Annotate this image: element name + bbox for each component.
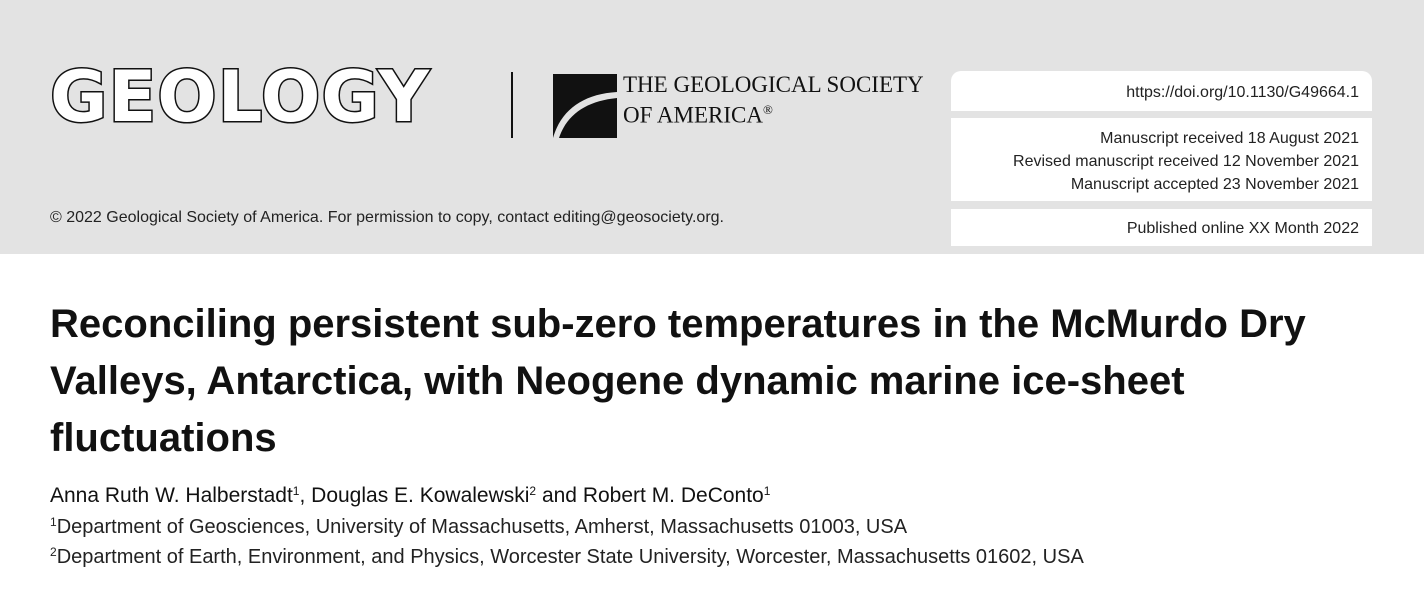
- published-date: Published online XX Month 2022: [1126, 220, 1359, 237]
- author-name: Douglas E. Kowalewski: [311, 484, 530, 507]
- author-affiliation-marker: 2: [529, 484, 537, 498]
- article-title: Reconciling persistent sub-zero temperat…: [50, 302, 1306, 460]
- affiliation: 2Department of Earth, Environment, and P…: [50, 546, 1084, 569]
- affiliation: 1Department of Geosciences, University o…: [50, 516, 907, 539]
- publisher-name-line2: OF AMERICA®: [623, 97, 924, 128]
- logo-divider: [511, 72, 513, 138]
- journal-logo: GEOLOGY: [48, 56, 431, 138]
- published-box: Published online XX Month 2022: [951, 209, 1372, 246]
- doi-link[interactable]: https://doi.org/10.1130/G49664.1: [1126, 84, 1359, 101]
- author-list: Anna Ruth W. Halberstadt1, Douglas E. Ko…: [50, 484, 770, 508]
- gsa-logo-icon: [553, 74, 617, 138]
- author-affiliation-marker: 1: [292, 484, 300, 498]
- publisher-name: THE GEOLOGICAL SOCIETY OF AMERICA®: [623, 72, 924, 128]
- doi-box: https://doi.org/10.1130/G49664.1: [951, 71, 1372, 111]
- copyright-notice: © 2022 Geological Society of America. Fo…: [50, 209, 724, 226]
- received-date: Manuscript received 18 August 2021: [1100, 130, 1359, 147]
- author-name: Anna Ruth W. Halberstadt: [50, 484, 293, 507]
- author-separator: and: [536, 484, 583, 507]
- affiliation-text: Department of Earth, Environment, and Ph…: [56, 546, 1084, 568]
- revised-date: Revised manuscript received 12 November …: [1013, 153, 1359, 170]
- accepted-date: Manuscript accepted 23 November 2021: [1070, 176, 1359, 193]
- affiliation-number: 1: [50, 515, 57, 529]
- publisher-name-line1: THE GEOLOGICAL SOCIETY: [623, 72, 924, 97]
- author-affiliation-marker: 1: [763, 484, 771, 498]
- manuscript-dates-box: Manuscript received 18 August 2021 Revis…: [951, 118, 1372, 201]
- author-separator: ,: [299, 484, 312, 507]
- registered-mark: ®: [762, 102, 773, 117]
- journal-header-banner: GEOLOGY THE GEOLOGICAL SOCIETY OF AMERIC…: [0, 0, 1424, 254]
- affiliation-number: 2: [50, 545, 57, 559]
- author-name: Robert M. DeConto: [582, 484, 764, 507]
- affiliation-text: Department of Geosciences, University of…: [56, 516, 908, 538]
- publisher-name-line2-text: OF AMERICA: [623, 102, 763, 128]
